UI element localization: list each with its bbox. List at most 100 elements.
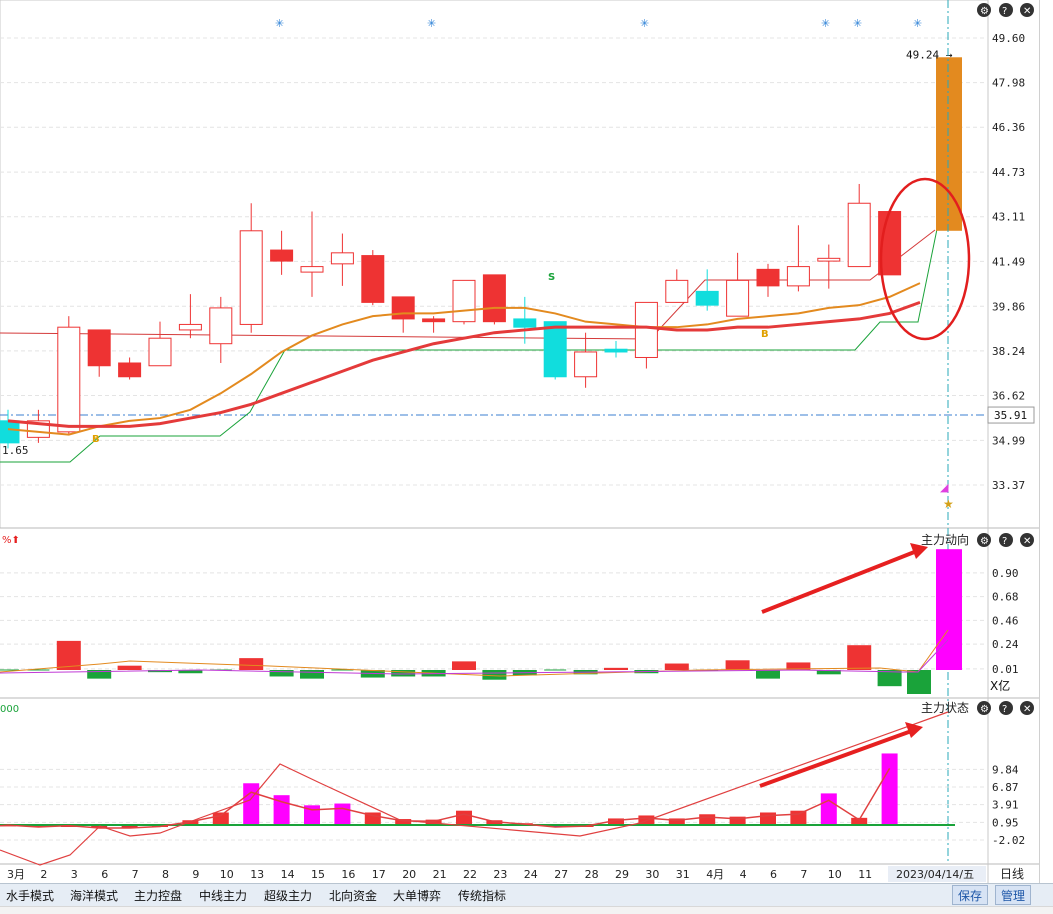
x-tick-label: 10 bbox=[828, 868, 842, 881]
candle-body-hollow bbox=[726, 279, 750, 317]
ma-orange-line bbox=[7, 282, 921, 436]
price-tick-label: 49.60 bbox=[992, 32, 1025, 45]
state-bar bbox=[243, 783, 260, 825]
candle-body bbox=[0, 420, 20, 444]
candle-body bbox=[118, 362, 142, 378]
candle-body-hollow bbox=[178, 323, 202, 331]
x-tick-label: 10 bbox=[220, 868, 234, 881]
candle-body bbox=[270, 249, 294, 262]
chart-canvas: 49.60 47.98 46.36 44.73 43.11 41.49 39.86 38.24… bbox=[0, 0, 1039, 883]
candle-body-hollow bbox=[57, 326, 81, 433]
candle-body bbox=[513, 318, 537, 328]
high-label: 49.24 → bbox=[906, 48, 953, 61]
candle-body bbox=[604, 348, 628, 353]
state-bar bbox=[790, 810, 807, 825]
state-tick-label: -2.02 bbox=[992, 834, 1025, 847]
candle-body-hollow bbox=[817, 257, 841, 262]
flow-bar bbox=[847, 645, 872, 670]
flow-bar bbox=[56, 640, 81, 670]
x-tick-label: 4 bbox=[740, 868, 747, 881]
flow-line bbox=[0, 629, 949, 677]
candle-body-hollow bbox=[574, 351, 598, 378]
candle-body bbox=[87, 329, 111, 367]
x-tick-label: 29 bbox=[615, 868, 629, 881]
flow-bar bbox=[87, 670, 112, 679]
star-marker: ✳ bbox=[853, 17, 862, 30]
flow-tick-label: 0.24 bbox=[992, 638, 1019, 651]
x-tick-label: 27 bbox=[554, 868, 568, 881]
indicator-tab-bar: 水手模式 海洋模式 主力控盘 中线主力 超级主力 北向资金 大单博弈 传统指标 … bbox=[0, 883, 1053, 906]
candle-body-hollow bbox=[330, 252, 354, 265]
flow-bar bbox=[269, 670, 294, 677]
tab-super-main[interactable]: 超级主力 bbox=[264, 889, 313, 903]
date-label: 2023/04/14/五 bbox=[896, 868, 974, 881]
period-label: 日线 bbox=[1000, 867, 1024, 881]
help-icon-bg bbox=[999, 3, 1013, 17]
candle-body-hollow bbox=[452, 279, 476, 323]
star-marker: ✳ bbox=[275, 17, 284, 30]
state-line bbox=[0, 767, 891, 829]
state-bar bbox=[425, 819, 442, 825]
state-bar bbox=[456, 810, 472, 825]
flow-bar bbox=[756, 670, 780, 679]
tab-mid-line[interactable]: 中线主力 bbox=[199, 889, 248, 903]
candle-body-hollow bbox=[786, 266, 810, 287]
manage-button[interactable]: 管理 bbox=[995, 885, 1031, 905]
x-tick-label: 7 bbox=[800, 868, 807, 881]
x-tick-label: 8 bbox=[162, 868, 169, 881]
tab-traditional[interactable]: 传统指标 bbox=[458, 889, 507, 903]
state-bar bbox=[608, 818, 624, 825]
flow-bar bbox=[816, 670, 841, 675]
gear-icon-bg bbox=[977, 3, 991, 17]
flow-bar bbox=[452, 661, 476, 670]
state-bar bbox=[334, 803, 351, 825]
state-bar bbox=[851, 817, 868, 825]
tab-sailor-mode[interactable]: 水手模式 bbox=[6, 889, 55, 903]
flow-bar bbox=[604, 667, 628, 670]
help-icon-bg bbox=[999, 701, 1013, 715]
buy-signal-icon: B bbox=[92, 434, 100, 445]
candle-body-hollow bbox=[300, 266, 324, 273]
date-label-box bbox=[888, 866, 986, 882]
tab-main-control[interactable]: 主力控盘 bbox=[134, 889, 183, 903]
flow-bar bbox=[877, 670, 902, 687]
candle-body-hollow bbox=[847, 202, 871, 268]
price-tick-label: 33.37 bbox=[992, 479, 1025, 492]
ma-red-line bbox=[7, 300, 921, 428]
x-tick-label: 23 bbox=[493, 868, 507, 881]
star-marker: ✳ bbox=[640, 17, 649, 30]
candle-body bbox=[756, 268, 780, 287]
state-tick-label: 9.84 bbox=[992, 763, 1019, 776]
x-tick-label: 3 bbox=[71, 868, 78, 881]
save-button[interactable]: 保存 bbox=[952, 885, 988, 905]
gear-icon: ⚙ bbox=[980, 536, 989, 547]
x-tick-label: 2 bbox=[40, 868, 47, 881]
price-tick-label: 43.11 bbox=[992, 211, 1025, 224]
candle-body-hollow bbox=[209, 307, 233, 345]
flow-bar bbox=[239, 658, 264, 670]
star-icon: ★ bbox=[943, 497, 954, 511]
state-tick-label: 0.95 bbox=[992, 816, 1019, 829]
help-icon: ? bbox=[1002, 536, 1007, 547]
trend-arrow bbox=[759, 727, 918, 788]
gear-icon-bg bbox=[977, 701, 991, 715]
flow-tick-label: 0.90 bbox=[992, 567, 1019, 580]
state-tick-label: 6.87 bbox=[992, 781, 1019, 794]
star-marker: ✳ bbox=[913, 17, 922, 30]
price-tick-label: 39.86 bbox=[992, 300, 1025, 313]
support-step-line bbox=[0, 189, 946, 463]
x-tick-label: 4月 bbox=[706, 868, 724, 881]
x-tick-label: 20 bbox=[402, 868, 416, 881]
flow-unit-label: X亿 bbox=[990, 678, 1010, 693]
state-bar bbox=[699, 814, 716, 825]
state-bar bbox=[182, 820, 199, 825]
tab-northbound[interactable]: 北向资金 bbox=[329, 889, 378, 903]
x-tick-label: 6 bbox=[101, 868, 108, 881]
state-bar bbox=[395, 819, 412, 825]
gear-icon: ⚙ bbox=[980, 6, 989, 17]
tab-big-order[interactable]: 大单博弈 bbox=[393, 889, 442, 903]
state-title: 主力状态 bbox=[921, 701, 969, 715]
tab-ocean-mode[interactable]: 海洋模式 bbox=[70, 889, 119, 903]
close-icon-bg bbox=[1020, 3, 1034, 17]
x-tick-label: 11 bbox=[858, 868, 872, 881]
